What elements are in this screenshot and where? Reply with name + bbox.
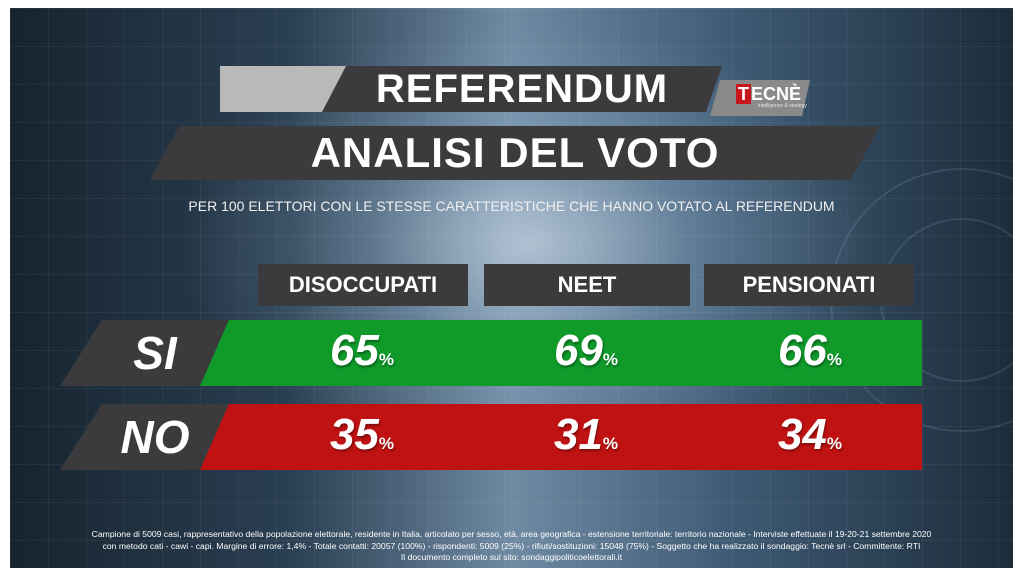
value-number: 35 — [329, 410, 379, 459]
column-header-neet: NEET — [484, 264, 690, 306]
percent-unit: % — [602, 434, 619, 453]
column-header-label: PENSIONATI — [742, 272, 876, 297]
value-no-pensionati: 34% — [710, 410, 910, 460]
percent-unit: % — [378, 350, 395, 369]
tecne-logo: T ECNÈ intelligence & strategy — [736, 82, 820, 112]
logo-slab — [710, 80, 810, 116]
value-number: 69 — [553, 326, 603, 375]
value-no-neet: 31% — [486, 410, 686, 460]
series-name-no: NO — [120, 411, 190, 463]
percent-unit: % — [826, 350, 843, 369]
value-si-pensionati: 66% — [710, 326, 910, 376]
methodology-footnote: Campione di 5009 casi, rappresentativo d… — [10, 529, 1013, 564]
logo-text: ECNÈ — [751, 84, 802, 104]
title-line2-slab: ANALISI DEL VOTO — [150, 126, 880, 180]
row-bar-si — [200, 320, 922, 386]
title-line1: REFERENDUM — [375, 66, 669, 111]
infographic-background: REFERENDUM T ECNÈ intelligence & strategy… — [10, 8, 1013, 568]
value-number: 65 — [329, 326, 379, 375]
value-si-neet: 69% — [486, 326, 686, 376]
title-line1-slab: REFERENDUM — [322, 66, 722, 112]
percent-unit: % — [826, 434, 843, 453]
footnote-line: Campione di 5009 casi, rappresentativo d… — [91, 529, 932, 539]
footnote-line: Il documento completo sul sito: sondaggi… — [400, 552, 623, 562]
value-number: 66 — [777, 326, 827, 375]
percent-unit: % — [378, 434, 395, 453]
column-header-label: DISOCCUPATI — [288, 272, 438, 297]
column-header-disoccupati: DISOCCUPATI — [258, 264, 468, 306]
column-header-pensionati: PENSIONATI — [704, 264, 914, 306]
value-number: 34 — [777, 410, 827, 459]
row-bar-no — [200, 404, 922, 470]
title-line2: ANALISI DEL VOTO — [310, 129, 720, 176]
column-header-label: NEET — [557, 272, 617, 297]
series-name-si: SI — [133, 327, 177, 379]
footnote-line: con metodo cati - cawi - capi. Margine d… — [102, 540, 921, 551]
subtitle: PER 100 ELETTORI CON LE STESSE CARATTERI… — [188, 198, 835, 214]
logo-tagline: intelligence & strategy — [758, 103, 807, 109]
value-si-disoccupati: 65% — [262, 326, 462, 376]
percent-unit: % — [602, 350, 619, 369]
value-number: 31 — [553, 410, 603, 459]
logo-wordmark: T ECNÈ — [736, 84, 802, 104]
value-no-disoccupati: 35% — [262, 410, 462, 460]
